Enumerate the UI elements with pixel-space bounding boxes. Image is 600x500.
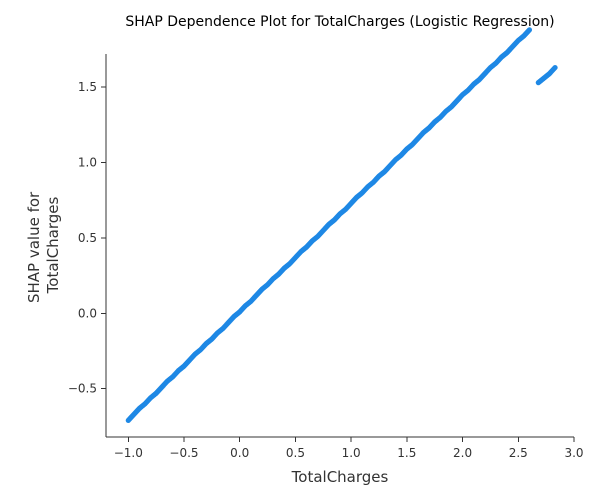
x-tick-label: 3.0 <box>564 446 583 460</box>
chart-title: SHAP Dependence Plot for TotalCharges (L… <box>125 14 554 30</box>
data-point <box>552 64 558 71</box>
y-tick-label: 1.5 <box>78 80 97 94</box>
x-tick-label: 0.0 <box>230 446 249 460</box>
y-tick-label: 0.0 <box>78 306 97 320</box>
y-tick-label: −0.5 <box>68 382 97 396</box>
x-tick-label: 0.5 <box>286 446 305 460</box>
x-tick-label: 2.0 <box>453 446 472 460</box>
x-tick-label: 1.0 <box>342 446 361 460</box>
y-tick-label: 0.5 <box>78 231 97 245</box>
y-axis-label-line-1: SHAP value for <box>25 191 43 303</box>
x-axis-label: TotalCharges <box>291 468 389 486</box>
y-axis-ticks: −0.5 0.0 0.5 1.0 1.5 <box>68 80 106 396</box>
y-tick-label: 1.0 <box>78 156 97 170</box>
x-tick-label: 2.5 <box>509 446 528 460</box>
x-tick-label: 1.5 <box>397 446 416 460</box>
scatter-points <box>125 27 558 424</box>
x-tick-label: −1.0 <box>114 446 143 460</box>
data-point <box>526 27 533 33</box>
x-tick-label: −0.5 <box>169 446 198 460</box>
y-axis-label-line-2: TotalCharges <box>44 196 62 294</box>
x-axis-ticks: −1.0 −0.5 0.0 0.5 1.0 1.5 2.0 2.5 3.0 <box>114 437 584 460</box>
y-axis-label: SHAP value for TotalCharges <box>25 187 62 303</box>
